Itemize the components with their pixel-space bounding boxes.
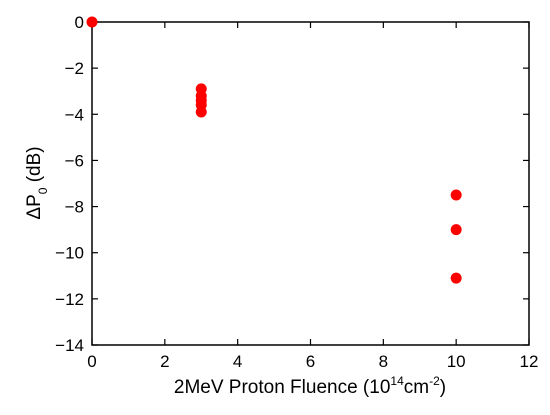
data-point (450, 272, 462, 284)
x-tick-label: 4 (233, 352, 242, 371)
data-point (195, 106, 207, 118)
ticks-group (91, 21, 530, 346)
data-point (86, 16, 98, 28)
x-tick-label: 0 (87, 352, 96, 371)
y-tick-label: −6 (65, 151, 84, 170)
data-point (450, 189, 462, 201)
y-tick-label: −12 (55, 290, 84, 309)
data-point (450, 224, 462, 236)
x-tick-label: 6 (306, 352, 315, 371)
x-axis-title: 2MeV Proton Fluence (1014cm-2) (174, 374, 446, 398)
x-tick-label: 10 (447, 352, 466, 371)
x-tick-label: 8 (379, 352, 388, 371)
y-tick-label: −10 (55, 244, 84, 263)
tick-labels-group: 0 2 4 6 8 10 12 0 −2 −4 −6 −8 −10 −12 −14 (55, 13, 538, 371)
y-tick-label: −14 (55, 336, 84, 355)
y-tick-label: 0 (75, 13, 84, 32)
x-tick-label: 2 (160, 352, 169, 371)
plot-frame (91, 21, 530, 346)
x-tick-label: 12 (520, 352, 539, 371)
y-tick-label: −8 (65, 198, 84, 217)
y-tick-label: −2 (65, 59, 84, 78)
y-axis-title: ΔP0 (dB) (24, 146, 50, 219)
data-points-group (86, 16, 462, 284)
y-tick-label: −4 (65, 105, 84, 124)
